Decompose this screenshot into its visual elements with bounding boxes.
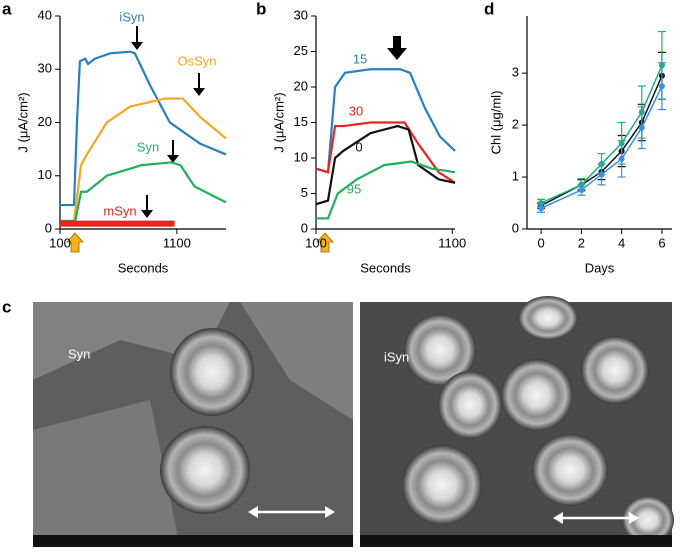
y-tick-label: 0 bbox=[512, 220, 519, 235]
sem-image: iSyn bbox=[360, 296, 674, 547]
y-tick-label: 10 bbox=[38, 167, 52, 182]
y-tick-label: 20 bbox=[294, 78, 308, 93]
series-label: 30 bbox=[349, 103, 363, 118]
line bbox=[540, 85, 663, 209]
x-tick-label: 100 bbox=[305, 235, 327, 250]
point bbox=[658, 83, 665, 90]
line bbox=[315, 124, 456, 206]
series-label: mSyn bbox=[103, 203, 136, 218]
x-tick-label: 2 bbox=[578, 235, 585, 250]
arrows bbox=[131, 26, 407, 218]
y-tick-label: 10 bbox=[294, 149, 308, 164]
series-label: 95 bbox=[347, 181, 361, 196]
point bbox=[638, 124, 645, 131]
sem-image: Syn bbox=[33, 302, 353, 547]
x-tick-label: 4 bbox=[618, 235, 625, 250]
x-axis-label: Seconds bbox=[360, 260, 411, 275]
y-tick-label: 1 bbox=[512, 168, 519, 183]
x-tick-label: 1100 bbox=[163, 235, 191, 250]
point bbox=[618, 155, 625, 162]
point bbox=[538, 205, 545, 212]
image-label: iSyn bbox=[384, 349, 409, 364]
image-label: Syn bbox=[68, 346, 90, 361]
y-tick-label: 0 bbox=[301, 220, 308, 235]
series-label: Syn bbox=[137, 139, 159, 154]
series-label: iSyn bbox=[119, 9, 144, 24]
series-label: OsSyn bbox=[177, 53, 216, 68]
line bbox=[540, 65, 663, 204]
y-tick-label: 30 bbox=[38, 61, 52, 76]
y-tick-label: 15 bbox=[294, 114, 308, 129]
y-tick-label: 2 bbox=[512, 117, 519, 132]
point bbox=[598, 171, 605, 178]
panel-letter: c bbox=[2, 297, 11, 316]
panel-letter: a bbox=[2, 0, 12, 18]
x-axis-label: Seconds bbox=[118, 260, 169, 275]
y-tick-label: 3 bbox=[512, 65, 519, 80]
y-tick-label: 20 bbox=[38, 114, 52, 129]
line bbox=[315, 68, 456, 174]
y-axis-label: J (μA/cm²) bbox=[15, 92, 30, 152]
panel-letter: b bbox=[256, 0, 266, 18]
y-axis-label: J (μA/cm²) bbox=[271, 92, 286, 152]
line bbox=[60, 50, 227, 207]
x-tick-label: 1100 bbox=[438, 235, 466, 250]
line bbox=[316, 160, 456, 220]
line bbox=[60, 97, 227, 223]
point bbox=[578, 187, 585, 194]
y-tick-label: 30 bbox=[294, 7, 308, 22]
line bbox=[60, 161, 227, 223]
line bbox=[315, 121, 456, 184]
y-axis-label: Chl (μg/ml) bbox=[488, 91, 503, 155]
y-tick-label: 25 bbox=[294, 43, 308, 58]
x-tick-label: 100 bbox=[49, 235, 71, 250]
series-label: 15 bbox=[353, 51, 367, 66]
y-tick-label: 40 bbox=[38, 7, 52, 22]
series-label: 0 bbox=[355, 139, 362, 154]
y-tick-label: 0 bbox=[45, 220, 52, 235]
panel-letter: d bbox=[484, 0, 494, 18]
x-tick-label: 6 bbox=[658, 235, 665, 250]
x-axis-label: Days bbox=[585, 260, 615, 275]
y-tick-label: 5 bbox=[301, 185, 308, 200]
x-tick-label: 0 bbox=[537, 235, 544, 250]
stimulus-arrows bbox=[66, 232, 334, 253]
